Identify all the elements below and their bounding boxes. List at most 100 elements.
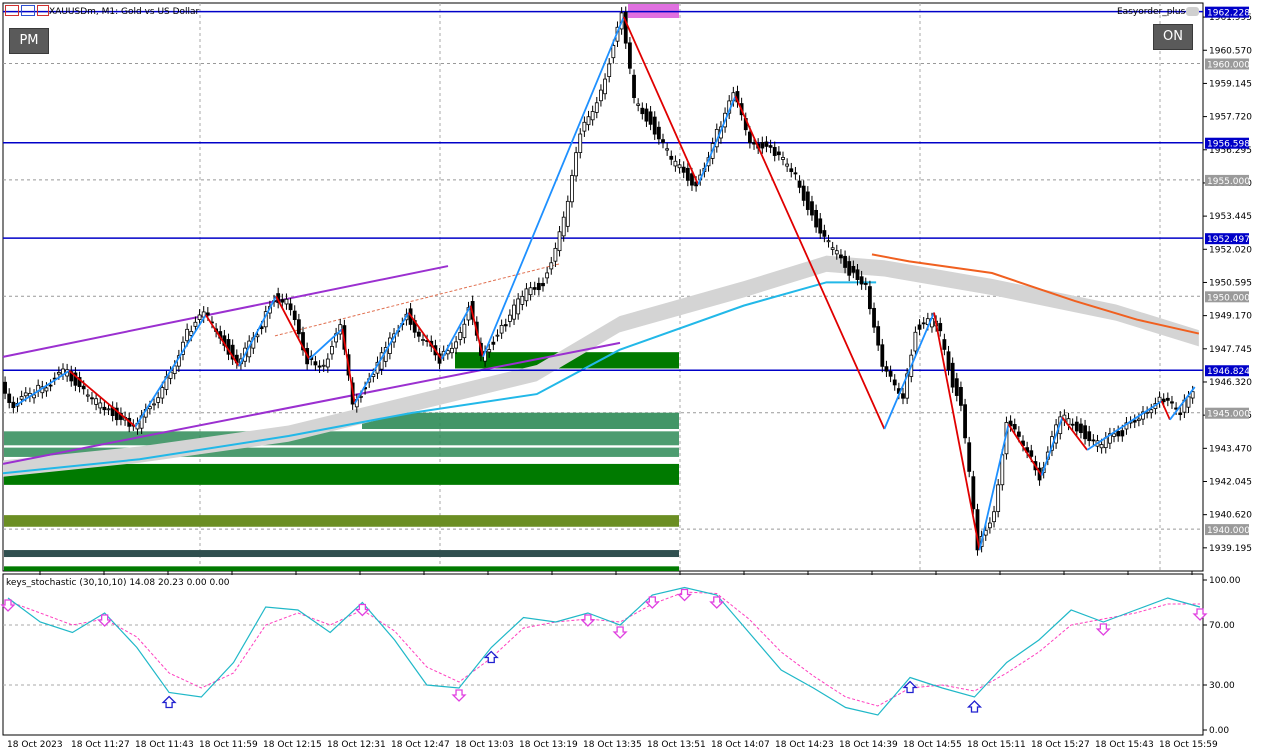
candle-body [491, 341, 496, 345]
candle-body [7, 393, 12, 403]
candle-body [843, 255, 847, 268]
candle-body [3, 381, 7, 394]
candle-body [541, 282, 545, 287]
candle-body [611, 45, 616, 59]
zigzag-segment [1160, 400, 1171, 421]
candle-body [255, 334, 260, 338]
round-level-tag [1205, 291, 1249, 303]
candle-body [789, 168, 794, 173]
candle-body [189, 330, 194, 336]
candle-body [814, 209, 819, 228]
candle-body [578, 133, 583, 153]
price-axis: 1961.995 1960.570 1959.145 1957.720 1956.295… [1203, 6, 1252, 554]
zigzag-segment [978, 424, 1010, 551]
candle-body [48, 384, 53, 387]
candle-body [553, 247, 558, 262]
zigzag-segment [1040, 417, 1064, 476]
candle-body [996, 484, 1001, 512]
candle-body [590, 111, 595, 121]
ma-cyan-line [2, 281, 877, 475]
x-tick-label: 18 Oct 2023 [7, 740, 63, 750]
x-tick-label: 18 Oct 13:51 [647, 740, 706, 750]
candle-body [81, 385, 86, 390]
candle-body [938, 323, 943, 332]
candle-body [313, 361, 318, 366]
zone-box [4, 515, 679, 527]
candle-body [565, 200, 570, 227]
candle-body [826, 240, 831, 243]
candle-body [1029, 450, 1034, 457]
candle-body [1083, 425, 1087, 440]
candle-body [963, 404, 967, 439]
stoch-sell-arrow [1095, 623, 1111, 636]
y-tick-label: 1949.170 [1209, 312, 1252, 322]
candle-body [793, 172, 798, 175]
x-tick-label: 18 Oct 13:35 [583, 740, 642, 750]
candle-body [77, 377, 82, 388]
candle-body [1112, 433, 1116, 437]
candle-body [284, 298, 289, 305]
y-tick-label: 1946.320 [1209, 378, 1252, 388]
candle-body [681, 166, 686, 173]
candle-body [458, 332, 463, 340]
candle-body [1136, 418, 1141, 421]
zigzag-segment [275, 295, 311, 360]
x-tick-label: 18 Oct 13:19 [519, 740, 578, 750]
candle-body [644, 108, 649, 122]
y-tick-label: 1961.995 [1209, 13, 1252, 23]
stoch-sell-arrow [1192, 608, 1208, 621]
price-level-label: 1952.497 [1207, 235, 1250, 245]
zigzag-segment [622, 16, 699, 185]
candle-body [971, 476, 976, 510]
round-level-tag [1205, 407, 1249, 419]
candle-body [503, 324, 508, 327]
candle-body [321, 364, 326, 367]
candle-body [1145, 411, 1150, 414]
stoch-sell-arrow [644, 596, 660, 609]
candle-body [512, 304, 516, 320]
zigzag-segment [933, 312, 981, 551]
ma-orange-line [871, 253, 1200, 335]
candle-body [917, 324, 922, 330]
pm-button[interactable]: PM [9, 28, 49, 54]
symbol-icons[interactable] [5, 5, 49, 19]
candle-body [1091, 439, 1096, 442]
candle-body [288, 303, 293, 311]
candle-body [627, 42, 632, 69]
candle-body [98, 402, 103, 409]
x-tick-label: 18 Oct 12:15 [263, 740, 322, 750]
candle-body [607, 63, 612, 77]
zigzag-segment [1086, 400, 1163, 451]
candle-body [528, 287, 533, 296]
candle-body [623, 11, 628, 44]
on-button[interactable]: ON [1153, 24, 1193, 50]
zone-box [4, 566, 679, 571]
candle-body [1116, 430, 1121, 437]
zone-box [4, 550, 679, 558]
candle-body [462, 323, 467, 339]
x-tick-label: 18 Oct 15:59 [1159, 740, 1218, 750]
stoch-tick-label: 70.00 [1209, 621, 1235, 631]
candle-body [768, 145, 773, 148]
candle-body [1186, 396, 1191, 408]
stoch-tick-label: 0.00 [1209, 726, 1229, 736]
candle-body [760, 142, 765, 149]
candle-body [752, 142, 756, 145]
y-tick-label: 1942.045 [1209, 477, 1252, 487]
candle-body [1141, 411, 1145, 420]
x-tick-label: 18 Oct 12:47 [391, 740, 450, 750]
candle-body [781, 157, 785, 160]
zigzag-segment [407, 312, 443, 360]
candle-body [599, 89, 603, 102]
candle-body [172, 365, 177, 374]
zigzag-segment [134, 314, 207, 428]
round-level-tag [1205, 58, 1249, 70]
candle-body [1012, 424, 1017, 430]
candle-body [330, 346, 334, 355]
candle-body [114, 407, 119, 421]
candle-body [847, 261, 852, 276]
zigzag-segment [1061, 416, 1088, 451]
time-axis: 18 Oct 2023 18 Oct 11:27 18 Oct 11:43 18 Oc… [7, 571, 1218, 750]
candle-body [1149, 409, 1154, 414]
